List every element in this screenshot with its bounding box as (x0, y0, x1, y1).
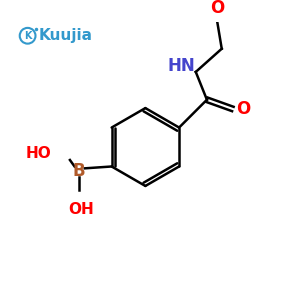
Text: O: O (237, 100, 251, 118)
Text: O: O (210, 0, 224, 17)
Text: Kuujia: Kuujia (39, 28, 93, 43)
Text: HN: HN (167, 57, 195, 75)
Text: B: B (73, 162, 85, 180)
Text: OH: OH (68, 202, 94, 217)
Text: K: K (24, 31, 32, 41)
Text: HO: HO (26, 146, 51, 161)
